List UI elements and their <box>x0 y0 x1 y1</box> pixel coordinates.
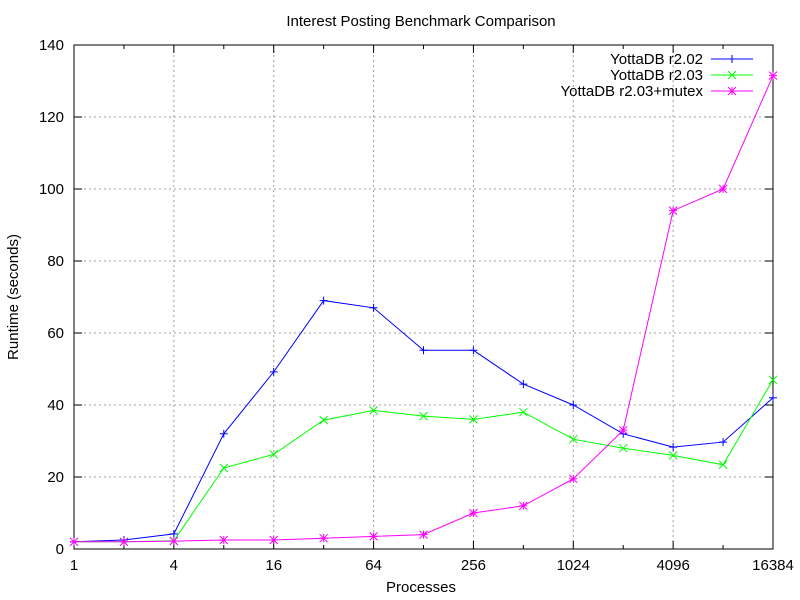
data-point <box>69 537 79 547</box>
legend-label: YottaDB r2.03 <box>610 67 703 84</box>
data-point <box>219 463 229 473</box>
series-2 <box>69 375 778 547</box>
data-point <box>319 415 328 425</box>
data-point <box>419 530 428 539</box>
data-point <box>768 71 778 80</box>
data-point <box>469 508 478 518</box>
series-layer <box>69 71 778 547</box>
data-point <box>169 536 179 546</box>
data-point <box>219 535 229 545</box>
y-tick-label: 0 <box>56 541 64 558</box>
data-point <box>768 375 778 385</box>
data-point <box>469 346 478 355</box>
data-point <box>369 406 378 415</box>
data-point <box>719 438 728 447</box>
y-tick-label: 100 <box>39 181 64 198</box>
data-point <box>568 474 578 484</box>
x-tick-label: 256 <box>461 557 486 574</box>
x-tick-label: 16 <box>265 557 282 574</box>
data-point <box>519 380 528 389</box>
data-point <box>668 451 678 460</box>
y-tick-label: 140 <box>39 37 64 54</box>
data-point <box>419 411 428 421</box>
y-axis-title: Runtime (seconds) <box>5 234 22 360</box>
data-point <box>419 346 428 355</box>
x-tick-label: 16384 <box>752 557 794 574</box>
y-tick-label: 120 <box>39 109 64 126</box>
data-point <box>618 425 628 435</box>
data-point <box>618 443 628 453</box>
legend-label: YottaDB r2.03+mutex <box>561 83 704 100</box>
data-point <box>369 303 378 312</box>
data-point <box>668 206 678 215</box>
x-axis-title: Processes <box>386 579 456 596</box>
data-point <box>519 407 528 417</box>
y-tick-label: 80 <box>47 253 64 270</box>
chart-title: Interest Posting Benchmark Comparison <box>286 13 555 30</box>
data-point <box>319 296 328 305</box>
data-point <box>319 533 328 543</box>
data-point <box>169 529 178 538</box>
data-point <box>269 367 278 376</box>
legend-swatch-marker <box>727 86 737 96</box>
data-point <box>569 401 578 409</box>
data-point <box>718 184 728 194</box>
data-point <box>568 434 578 444</box>
series-3 <box>69 71 778 547</box>
data-point <box>519 501 528 511</box>
data-point <box>718 460 728 470</box>
data-point <box>269 535 279 545</box>
data-point <box>769 393 777 402</box>
data-point <box>219 429 228 438</box>
y-tick-label: 20 <box>47 469 64 486</box>
legend-swatch-marker <box>728 55 736 63</box>
data-point <box>469 415 478 424</box>
x-tick-label: 1 <box>70 557 78 574</box>
data-point <box>669 443 678 452</box>
x-tick-label: 64 <box>365 557 382 574</box>
legend-label: YottaDB r2.02 <box>610 51 703 68</box>
data-point <box>119 537 129 547</box>
y-tick-label: 40 <box>47 397 64 414</box>
x-tick-label: 1024 <box>557 557 590 574</box>
ticks: 0 20 40 60 80 100 120 140 1 4 16 64 256 1024 4096 16384 <box>39 37 794 574</box>
data-point <box>369 532 378 541</box>
legend-swatch-marker <box>727 70 737 80</box>
grid <box>74 45 773 549</box>
data-point <box>269 449 279 459</box>
x-tick-label: 4 <box>170 557 178 574</box>
x-tick-label: 4096 <box>656 557 689 574</box>
y-tick-label: 60 <box>47 325 64 342</box>
